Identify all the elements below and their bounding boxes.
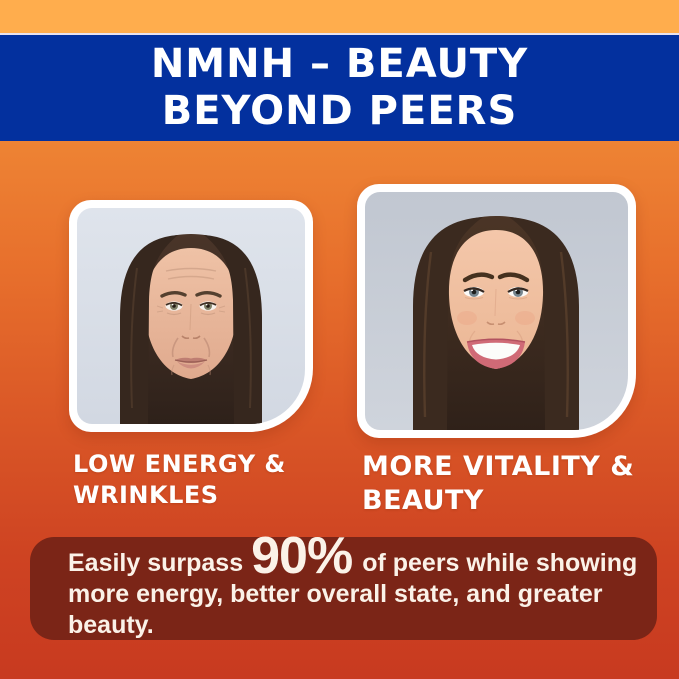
after-caption-line-2: BEAUTY [362,485,484,516]
after-hair-front-right [509,217,579,430]
headline-line-2: BEYOND PEERS [161,88,518,134]
after-right-lowerlid [508,296,528,300]
after-right-pupil [515,289,521,295]
young-woman-portrait-illustration [365,192,628,430]
before-right-eyebag [200,312,216,316]
older-woman-portrait-illustration [77,208,305,424]
claim-line-3: beauty. [68,611,154,639]
after-hair-highlight [423,251,569,418]
after-teeth [472,342,520,360]
claim-line-2: more energy, better overall state, and g… [68,580,603,608]
after-caption: MORE VITALITY & BEAUTY [362,450,634,518]
after-upper-lip-line [466,338,526,343]
after-photo-card [357,184,636,438]
claim-suffix: of peers while showing [362,549,638,577]
before-caption-line-2: WRINKLES [73,481,219,509]
after-right-blush [515,311,535,325]
before-nasolabial-right [203,337,211,358]
after-photo [365,192,628,430]
before-nasolabial-left [171,337,179,358]
before-marionette-right [207,364,211,376]
after-right-brow [497,272,530,283]
before-left-brow [160,291,187,298]
after-caption-line-1: MORE VITALITY & [362,451,635,482]
claim-stat: 90% [251,527,353,585]
after-left-brow [462,272,495,283]
headline-line-1: NMNH – BEAUTY [150,41,529,87]
before-right-lash [199,302,217,307]
before-photo-card [69,200,313,432]
after-nose [494,288,497,317]
before-forehead-wrinkle-2 [167,275,215,280]
after-left-lash [463,287,485,293]
before-hair-highlight [130,267,252,409]
claim-prefix: Easily surpass [68,549,244,577]
before-crow-feet-left [156,305,164,313]
before-left-lash [165,302,183,307]
before-marionette-left [171,364,175,376]
before-nostrils [181,335,201,340]
before-crow-feet-right [218,305,226,313]
before-right-brow [195,291,222,298]
top-amber-strip [0,0,679,33]
before-nose [189,303,192,331]
claim-box: Easily surpass 90% of peers while showing … [30,530,657,640]
after-left-blush [457,311,477,325]
before-lower-lip [177,361,205,369]
before-photo [77,208,305,424]
after-left-pupil [471,289,477,295]
before-forehead-wrinkle-1 [165,267,217,272]
claim-line-1: Easily surpass 90% of peers while showing [68,530,641,582]
strip-divider-line [0,33,679,35]
before-left-eyebag [166,312,182,316]
headline-banner: NMNH – BEAUTY BEYOND PEERS [0,35,679,141]
before-caption-line-1: LOW ENERGY & [73,450,286,478]
after-hair-front-left [413,217,483,430]
before-caption: LOW ENERGY & WRINKLES [73,449,286,511]
before-mouth-line [174,359,208,363]
after-left-lowerlid [464,296,484,300]
after-nostrils [486,321,506,326]
after-right-lash [507,287,529,293]
